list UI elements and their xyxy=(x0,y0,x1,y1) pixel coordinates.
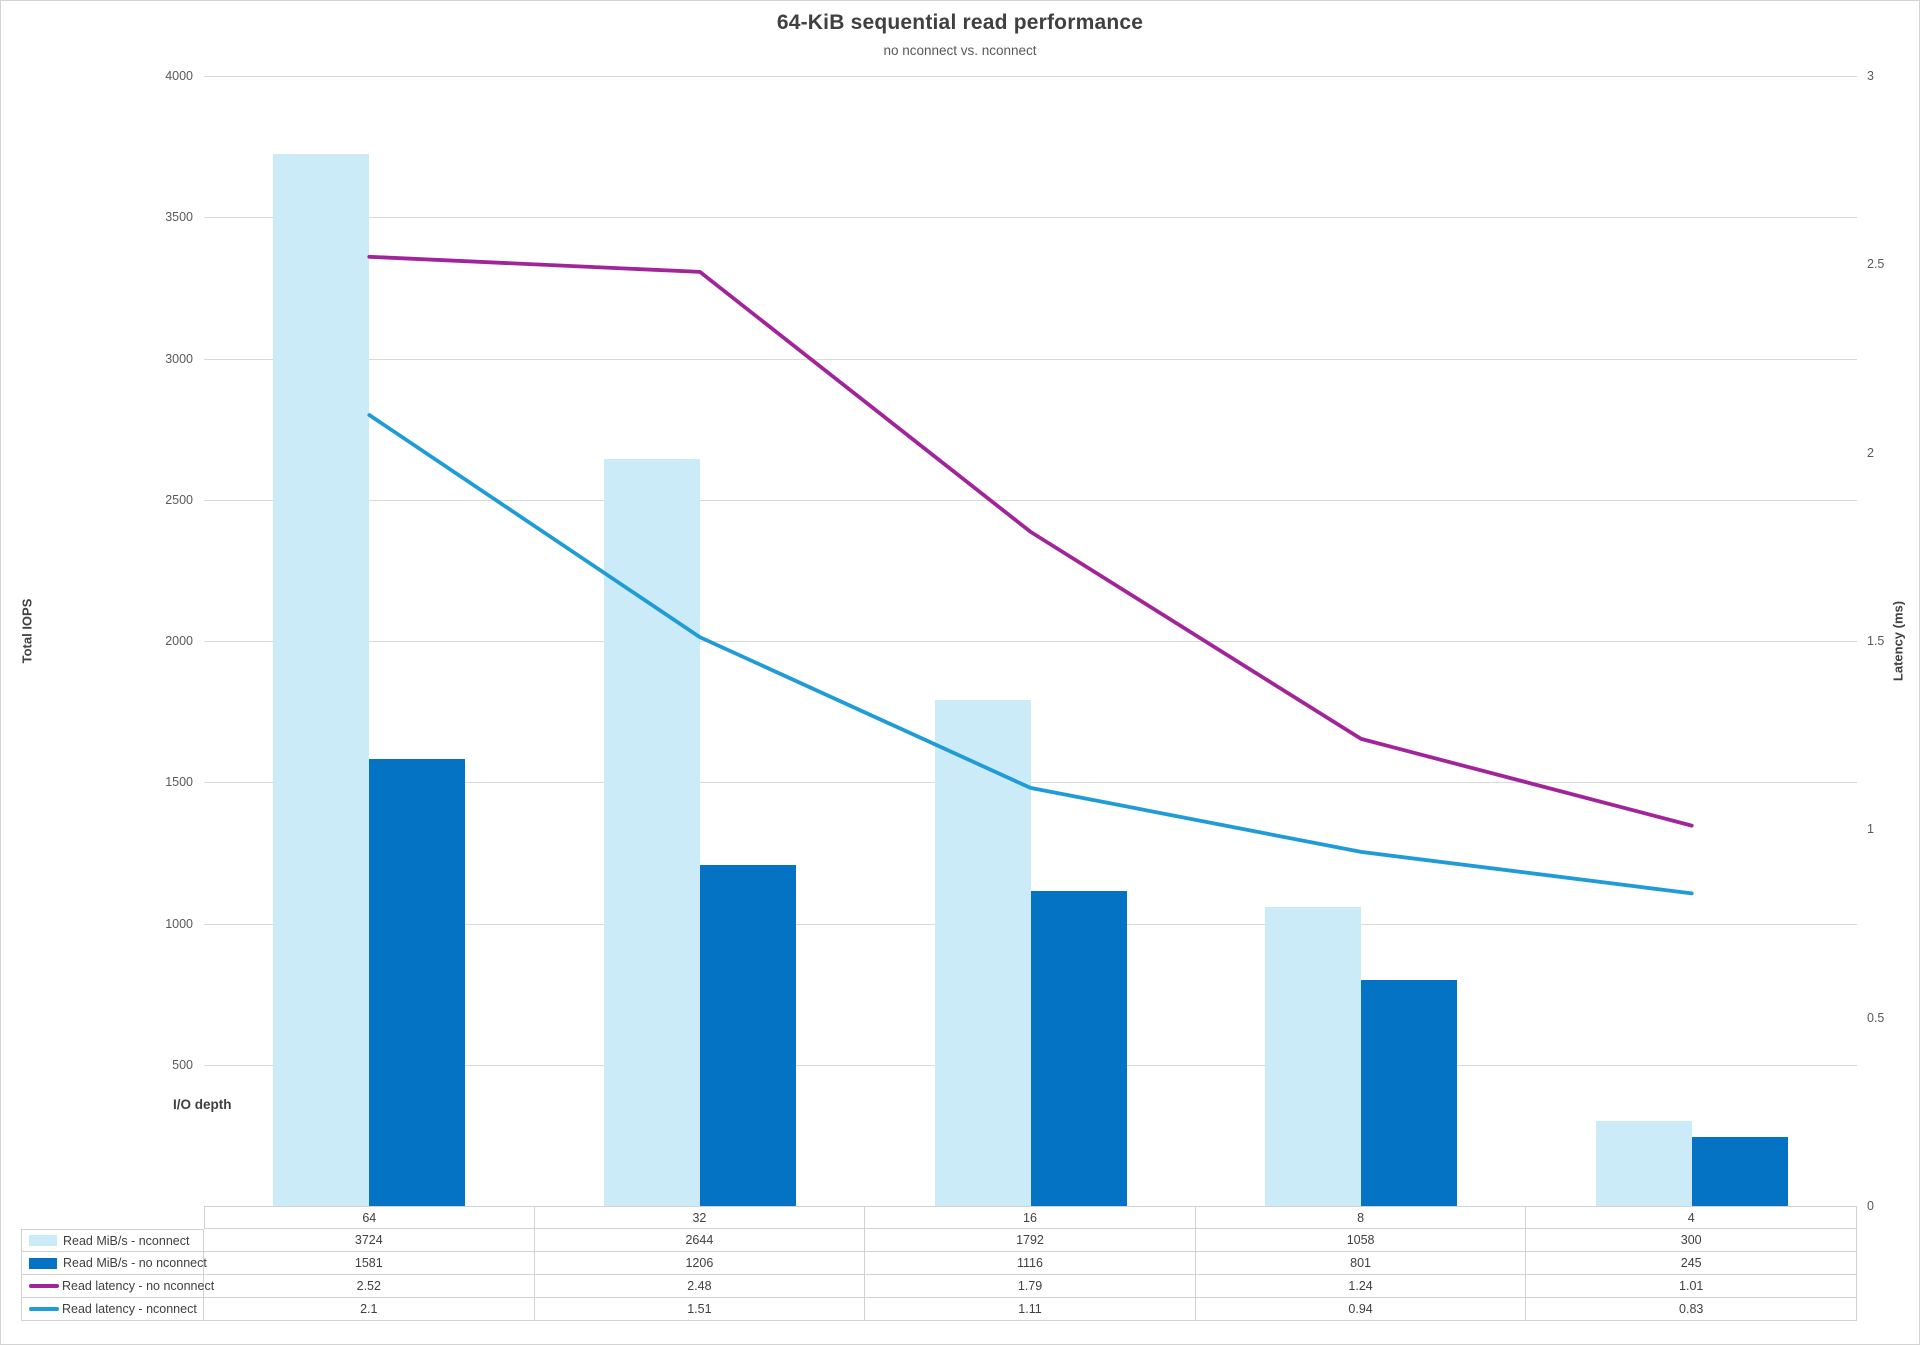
right-axis-tick-label: 2 xyxy=(1867,445,1874,460)
chart-subtitle: no nconnect vs. nconnect xyxy=(883,43,1037,58)
legend-label: Read latency - no nconnect xyxy=(62,1279,215,1293)
bar-nconnect xyxy=(934,699,1031,1206)
legend-label: Read MiB/s - no nconnect xyxy=(63,1256,207,1270)
gridline xyxy=(204,641,1857,642)
table-value-cell: 2.1 xyxy=(204,1298,535,1321)
legend-cell: Read latency - nconnect xyxy=(21,1298,204,1321)
table-header-cell: 8 xyxy=(1195,1206,1527,1229)
table-header-cell: 32 xyxy=(534,1206,866,1229)
table-value-cell: 3724 xyxy=(204,1229,535,1252)
table-value-cell: 245 xyxy=(1526,1252,1857,1275)
left-axis-tick-label: 2500 xyxy=(165,492,193,507)
bar-nconnect xyxy=(273,154,370,1206)
right-axis-tick-label: 1 xyxy=(1867,822,1874,837)
table-value-cell: 1.24 xyxy=(1195,1275,1527,1298)
legend-swatch-line xyxy=(29,1284,59,1288)
table-value-cell: 2.52 xyxy=(204,1275,535,1298)
table-value-cell: 801 xyxy=(1195,1252,1527,1275)
bar-nconnect xyxy=(1265,907,1362,1206)
bar-no-nconnect xyxy=(1361,979,1458,1206)
bar-no-nconnect xyxy=(1030,890,1127,1206)
table-value-cell: 1.79 xyxy=(865,1275,1196,1298)
table-value-cell: 0.83 xyxy=(1526,1298,1857,1321)
table-value-cell: 1206 xyxy=(534,1252,866,1275)
left-axis-tick-label: 500 xyxy=(172,1057,193,1072)
right-axis-tick-label: 3 xyxy=(1867,69,1874,83)
table-header-cell: 4 xyxy=(1526,1206,1857,1229)
gridline xyxy=(204,76,1857,77)
table-value-cell: 1116 xyxy=(865,1252,1196,1275)
bar-no-nconnect xyxy=(369,759,466,1206)
right-axis-tick-label: 0.5 xyxy=(1867,1010,1885,1025)
right-axis-tick-label: 2.5 xyxy=(1867,257,1885,272)
gridline xyxy=(204,358,1857,360)
left-axis-tick-label: 3500 xyxy=(165,210,193,225)
gridline xyxy=(204,499,1857,501)
table-value-cell: 1.11 xyxy=(865,1298,1196,1321)
table-value-cell: 2644 xyxy=(534,1229,866,1252)
left-axis-tick-label: 3000 xyxy=(165,351,193,366)
bar-nconnect xyxy=(603,459,700,1206)
bar-no-nconnect xyxy=(1691,1136,1788,1206)
table-header-cell: 16 xyxy=(865,1206,1196,1229)
legend-swatch-bar xyxy=(29,1257,57,1269)
line-no-nconnect xyxy=(367,254,1694,828)
right-axis-title: Latency (ms) xyxy=(1890,600,1906,682)
table-value-cell: 2.48 xyxy=(534,1275,866,1298)
x-axis-title: I/O depth xyxy=(173,1097,232,1112)
table-value-cell: 1058 xyxy=(1195,1229,1527,1252)
chart-title: 64-KiB sequential read performance xyxy=(776,11,1144,34)
table-value-cell: 1.51 xyxy=(534,1298,866,1321)
right-axis-tick-label: 0 xyxy=(1867,1199,1874,1213)
left-axis-tick-label: 2000 xyxy=(165,634,193,648)
legend-cell: Read latency - no nconnect xyxy=(21,1275,214,1298)
left-axis-tick-label: 1000 xyxy=(165,916,193,931)
legend-cell: Read MiB/s - no nconnect xyxy=(21,1252,207,1275)
table-value-cell: 300 xyxy=(1526,1229,1857,1252)
table-header-cell: 64 xyxy=(204,1206,535,1229)
table-value-cell: 1581 xyxy=(204,1252,535,1275)
left-axis-tick-label: 1500 xyxy=(165,775,193,790)
right-axis-tick-label: 1.5 xyxy=(1867,634,1885,648)
left-axis-tick-label: 4000 xyxy=(165,69,193,83)
line-nconnect xyxy=(367,413,1694,896)
left-axis-title: Total IOPS xyxy=(19,598,35,664)
bar-nconnect xyxy=(1595,1121,1692,1207)
legend-label: Read MiB/s - nconnect xyxy=(63,1233,190,1248)
table-value-cell: 1.01 xyxy=(1526,1275,1857,1298)
legend-label: Read latency - nconnect xyxy=(62,1302,197,1316)
legend-swatch-bar xyxy=(29,1235,57,1246)
table-value-cell: 1792 xyxy=(865,1229,1196,1252)
table-value-cell: 0.94 xyxy=(1195,1298,1527,1321)
gridline xyxy=(204,217,1857,219)
bar-no-nconnect xyxy=(699,865,796,1206)
legend-swatch-line xyxy=(29,1307,59,1311)
legend-cell: Read MiB/s - nconnect xyxy=(21,1229,204,1252)
